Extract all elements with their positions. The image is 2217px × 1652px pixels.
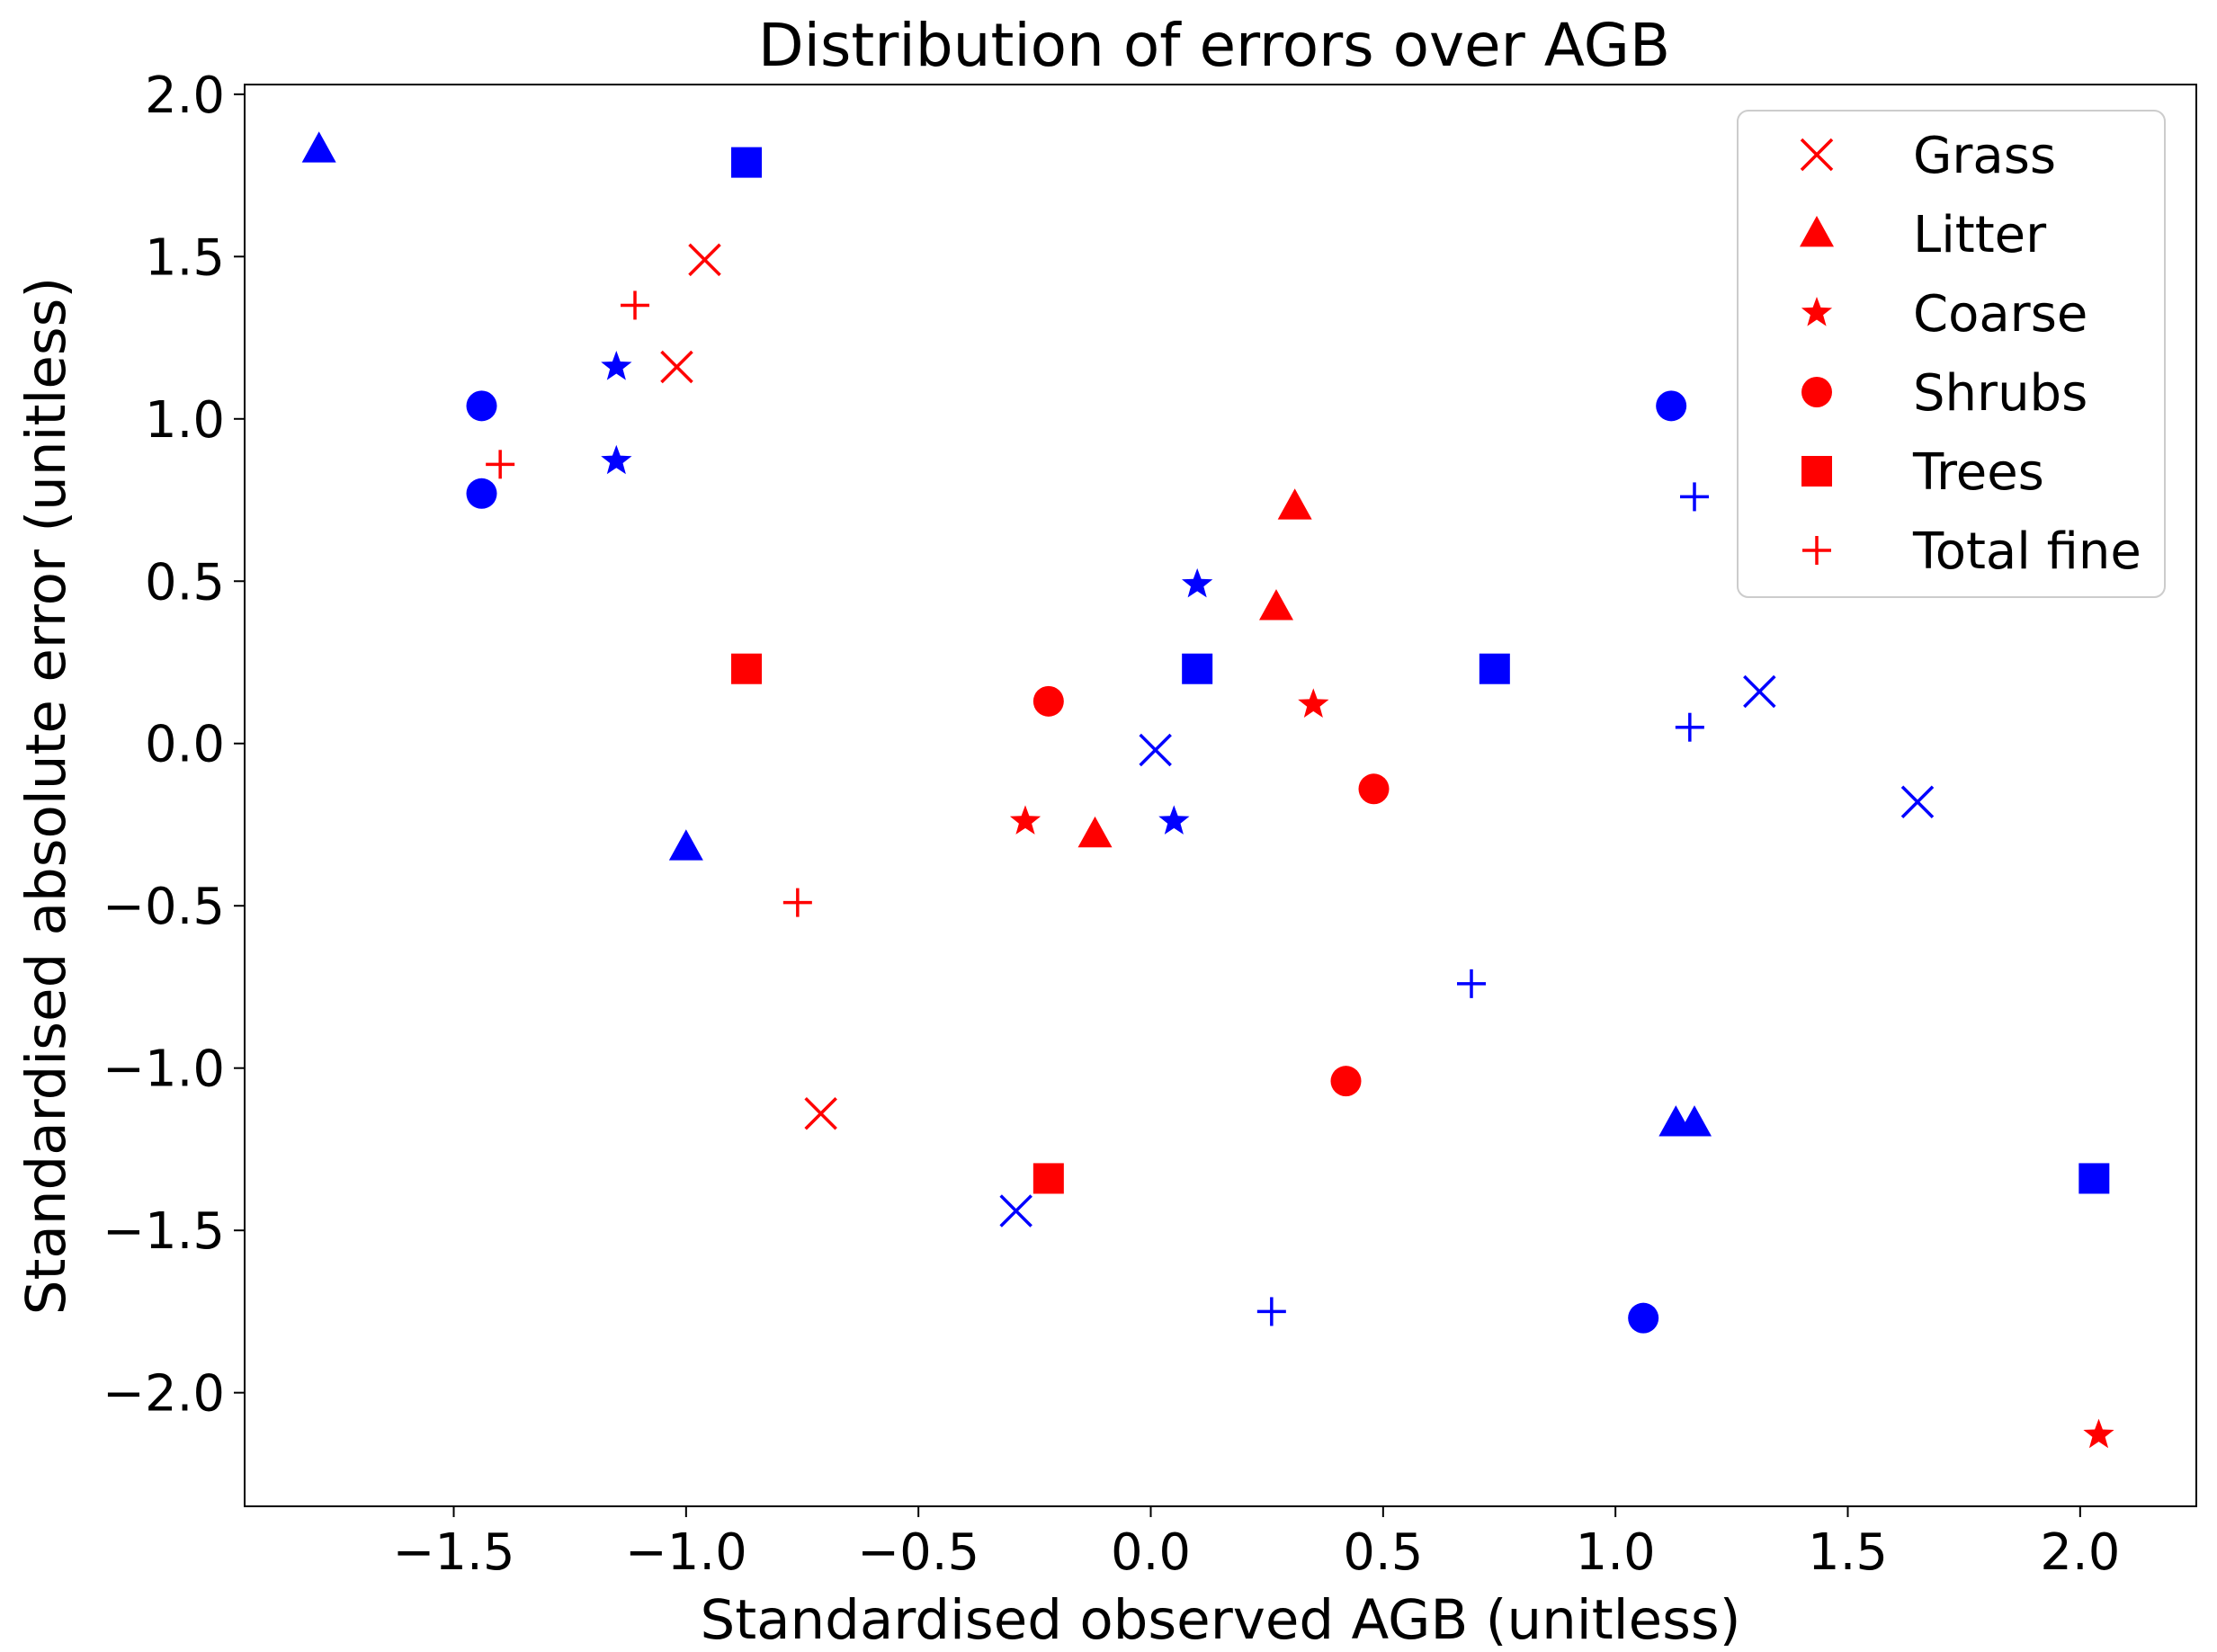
- shrubs-point-blue: [466, 390, 497, 422]
- shrubs-point-blue: [1656, 390, 1687, 422]
- shrubs-point-blue: [1628, 1302, 1659, 1334]
- grass-point-blue: [1900, 785, 1935, 818]
- trees-point-blue: [2078, 1163, 2110, 1194]
- legend-grass-icon: [1800, 138, 1834, 172]
- coarse-point-blue: [1182, 567, 1213, 598]
- shrubs-point-red: [1358, 773, 1390, 805]
- coarse-point-red: [2083, 1418, 2114, 1449]
- x-tick-label: 2.0: [2040, 1523, 2120, 1582]
- y-tick-label: −1.0: [103, 1040, 225, 1099]
- legend: Grass Litter Coarse Shrubs Trees Total fine: [1737, 110, 2166, 598]
- litter-point-blue: [1677, 1105, 1712, 1137]
- trees-point-blue: [1182, 653, 1213, 684]
- shrubs-point-blue: [466, 478, 497, 509]
- legend-total-fine-icon: [1802, 536, 1831, 565]
- coarse-point-blue: [1158, 805, 1190, 835]
- coarse-point-red: [1298, 688, 1329, 718]
- y-tick-label: 0.0: [145, 716, 225, 774]
- legend-coarse-icon: [1801, 297, 1833, 326]
- trees-point-red: [731, 653, 762, 684]
- shrubs-point-red: [1330, 1066, 1362, 1097]
- x-tick-label: 0.0: [1111, 1523, 1191, 1582]
- coarse-point-red: [1009, 805, 1041, 835]
- x-tick-label: −1.5: [393, 1523, 515, 1582]
- grass-point-blue: [999, 1194, 1033, 1228]
- trees-point-blue: [731, 147, 762, 178]
- litter-point-red: [1277, 488, 1312, 520]
- legend-trees-icon: [1801, 456, 1832, 487]
- data-points: [301, 131, 2114, 1449]
- litter-point-red: [1259, 589, 1293, 621]
- grass-point-red: [660, 350, 693, 384]
- x-tick-label: −1.0: [625, 1523, 747, 1582]
- x-axis-title: Standardised observed AGB (unitless): [700, 1588, 1740, 1652]
- trees-point-blue: [1479, 653, 1510, 684]
- total-fine-point-blue: [1680, 482, 1709, 512]
- legend-litter-icon: [1800, 216, 1834, 247]
- legend-trees-label: Trees: [1912, 443, 2044, 502]
- coarse-point-blue: [601, 444, 632, 475]
- legend-litter-label: Litter: [1913, 206, 2047, 264]
- y-axis: 2.0 1.5 1.0 0.5 0.0 −0.5 −1.0 −1.5 −2.0: [103, 67, 245, 1424]
- legend-total-fine-label: Total fine: [1912, 522, 2141, 581]
- x-tick-label: 0.5: [1343, 1523, 1423, 1582]
- litter-point-red: [1077, 816, 1113, 848]
- grass-point-red: [804, 1097, 837, 1130]
- total-fine-point-blue: [1675, 712, 1704, 742]
- total-fine-point-red: [621, 290, 649, 320]
- total-fine-point-blue: [1256, 1297, 1286, 1326]
- y-tick-label: 1.0: [145, 391, 225, 450]
- legend-shrubs-label: Shrubs: [1913, 364, 2087, 423]
- total-fine-point-red: [486, 450, 515, 479]
- y-tick-label: 0.5: [145, 553, 225, 612]
- coarse-point-blue: [601, 351, 632, 380]
- x-tick-label: 1.5: [1808, 1523, 1888, 1582]
- trees-point-red: [1033, 1163, 1064, 1194]
- y-tick-label: −2.0: [103, 1365, 225, 1424]
- litter-point-blue: [668, 829, 703, 861]
- plot-frame: [244, 84, 2197, 1507]
- x-tick-label: −0.5: [857, 1523, 979, 1582]
- grass-point-blue: [1139, 733, 1172, 767]
- y-tick-label: −1.5: [103, 1202, 225, 1261]
- chart-title: Distribution of errors over AGB: [758, 11, 1670, 80]
- y-tick-label: 1.5: [145, 228, 225, 287]
- legend-box: [1737, 110, 2166, 598]
- y-axis-title: Standardised absolute error (unitless): [14, 277, 78, 1315]
- grass-point-blue: [1743, 674, 1776, 709]
- x-tick-label: 1.0: [1576, 1523, 1656, 1582]
- grass-point-red: [688, 243, 721, 277]
- y-tick-label: 2.0: [145, 67, 225, 125]
- legend-shrubs-icon: [1801, 377, 1832, 407]
- legend-coarse-label: Coarse: [1913, 285, 2087, 344]
- shrubs-point-red: [1033, 685, 1064, 717]
- legend-grass-label: Grass: [1913, 127, 2056, 185]
- litter-point-blue: [301, 131, 336, 163]
- y-tick-label: −0.5: [103, 878, 225, 936]
- total-fine-point-blue: [1457, 969, 1486, 998]
- x-axis: −1.5 −1.0 −0.5 0.0 0.5 1.0 1.5 2.0: [393, 1506, 2120, 1582]
- total-fine-point-red: [782, 888, 812, 917]
